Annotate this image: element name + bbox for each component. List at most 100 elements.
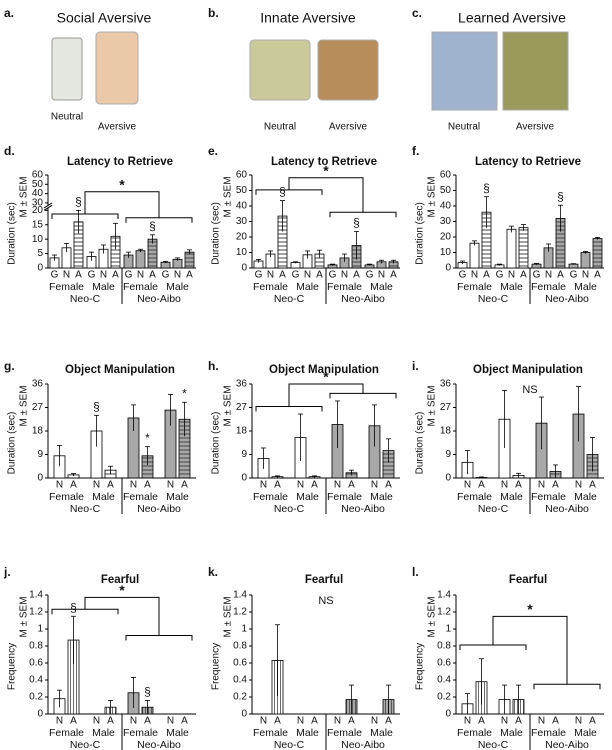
comparison-bracket (125, 217, 193, 223)
comparison-label: * (323, 369, 329, 385)
group-label: Neo-C (70, 293, 101, 305)
y-tick-label: 0 (241, 709, 247, 720)
y-axis-label: Frequency (211, 643, 222, 690)
x-tick-label: A (70, 480, 77, 491)
y-axis-label: M ± SEM (19, 176, 30, 217)
x-tick-label: N (501, 716, 508, 727)
y-tick-label: 9 (241, 449, 247, 460)
y-axis-label: M ± SEM (223, 385, 234, 426)
comparison-label: * (119, 176, 125, 192)
comparison-bracket (492, 615, 568, 685)
x-tick-label: N (267, 270, 274, 281)
significance-marker: § (353, 216, 360, 230)
y-tick-label: 27 (236, 402, 248, 413)
x-tick-label: A (149, 270, 156, 281)
y-tick-label: 0.2 (29, 692, 43, 703)
significance-marker: * (182, 386, 187, 400)
group-label: Neo-C (478, 293, 509, 305)
bar (506, 228, 517, 269)
comparison-label: * (527, 601, 533, 617)
comparison-bracket (533, 683, 601, 690)
x-tick-label: G (292, 270, 300, 281)
x-tick-label: A (483, 270, 490, 281)
bar (290, 262, 301, 269)
y-tick-label: 20 (32, 205, 44, 216)
y-tick-label: 1 (445, 624, 451, 635)
photo (249, 39, 311, 101)
x-tick-label: N (137, 270, 144, 281)
x-tick-label: A (311, 480, 318, 491)
comparison-bracket (288, 177, 364, 213)
x-tick-label: A (348, 480, 355, 491)
stimulus-label: Aversive (329, 122, 368, 133)
y-tick-label: 0.6 (233, 658, 247, 669)
sex-label: Female (327, 727, 362, 739)
y-axis-label: Duration (sec) (7, 412, 18, 475)
y-tick-label: 20 (236, 232, 248, 243)
bar (135, 250, 146, 269)
y-axis-label: M ± SEM (223, 176, 234, 217)
photo (431, 31, 498, 111)
sex-label: Female (49, 281, 84, 293)
y-tick-label: 50 (236, 185, 248, 196)
x-tick-label: N (334, 716, 341, 727)
stimulus-title: Innate Aversive (260, 10, 356, 26)
y-axis-label: M ± SEM (427, 176, 438, 217)
comparison-label: * (119, 582, 125, 598)
y-axis-label: Duration (sec) (415, 412, 426, 475)
x-tick-label: N (93, 480, 100, 491)
stimulus-label: Aversive (516, 122, 555, 133)
y-tick-label: 0.2 (437, 692, 451, 703)
x-tick-label: N (471, 270, 478, 281)
sex-label: Male (92, 491, 115, 503)
y-tick-label: 18 (440, 426, 452, 437)
stimulus-title: Learned Aversive (458, 10, 566, 26)
significance-marker: * (145, 431, 150, 445)
x-tick-label: A (552, 716, 559, 727)
bar (518, 227, 529, 269)
group-label: Neo-C (274, 293, 305, 305)
y-tick-label: 1.2 (29, 607, 43, 618)
y-tick-label: 60 (440, 170, 452, 181)
group-label: Neo-Aibo (137, 293, 181, 305)
panel-label: b. (208, 6, 219, 20)
x-tick-label: A (107, 716, 114, 727)
sex-label: Male (500, 727, 523, 739)
x-tick-label: A (107, 480, 114, 491)
sex-label: Male (166, 281, 189, 293)
x-tick-label: A (390, 270, 397, 281)
comparison-bracket (84, 596, 160, 636)
group-label: Neo-C (274, 739, 305, 750)
y-tick-label: 0 (37, 473, 43, 484)
x-tick-label: G (533, 270, 541, 281)
y-tick-label: 30 (236, 216, 248, 227)
y-axis-label: Duration (sec) (415, 202, 426, 265)
panel-label: g. (4, 359, 15, 373)
y-axis-label: M ± SEM (19, 385, 30, 426)
sex-label: Male (370, 727, 393, 739)
x-tick-label: A (594, 270, 601, 281)
x-tick-label: A (279, 270, 286, 281)
sex-label: Male (296, 491, 319, 503)
y-tick-label: 0.6 (437, 658, 451, 669)
chart-title: Latency to Retrieve (271, 156, 377, 168)
x-tick-label: N (545, 270, 552, 281)
stimulus-label: Neutral (51, 112, 83, 123)
sex-label: Male (574, 727, 597, 739)
group-label: Neo-C (274, 503, 305, 515)
comparison-bracket (329, 211, 397, 218)
stimulus-label: Aversive (98, 122, 137, 133)
comparison-bracket (329, 392, 397, 399)
x-tick-label: A (557, 270, 564, 281)
group-label: Neo-C (478, 503, 509, 515)
x-tick-label: N (464, 480, 471, 491)
sex-label: Male (370, 491, 393, 503)
panel-label: i. (412, 359, 419, 373)
y-tick-label: 15 (32, 219, 44, 230)
chart-title: Object Manipulation (269, 364, 379, 376)
sex-label: Female (531, 727, 566, 739)
group-label: Neo-Aibo (545, 739, 589, 750)
x-tick-label: N (371, 716, 378, 727)
sex-label: Female (123, 281, 158, 293)
